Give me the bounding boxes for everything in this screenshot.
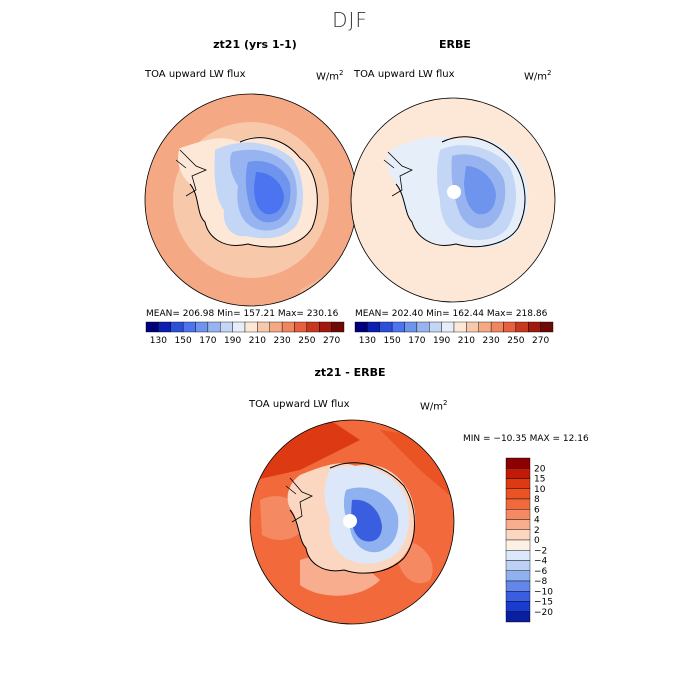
diff-colorbar-tick-label: 10 xyxy=(534,485,546,495)
panel2-colorbar-swatch xyxy=(540,321,554,333)
panel1-title: zt21 (yrs 1-1) xyxy=(213,38,297,51)
panel1-colorbar-swatch xyxy=(158,321,171,333)
panel1-stats: MEAN= 206.98 Min= 157.21 Max= 230.16 xyxy=(146,309,339,319)
panel2-colorbar-swatch xyxy=(478,321,492,333)
panel1-colorbar-swatch xyxy=(257,321,270,333)
panel2-map xyxy=(351,98,555,302)
panel2-colorbar-swatch xyxy=(453,321,467,333)
diff-colorbar-tick-label: −2 xyxy=(534,546,547,556)
diff-colorbar-tick-label: −20 xyxy=(534,608,553,618)
diff-colorbar-tick-label: 2 xyxy=(534,526,540,536)
panel2-colorbar-swatch xyxy=(379,321,393,333)
panel1-colorbar-tick-label: 150 xyxy=(175,336,192,346)
panel1-colorbar: 130 150 170 190 210 230 250 270 xyxy=(145,321,345,346)
panel1-colorbar-tick-label: 170 xyxy=(199,336,216,346)
panel2-colorbar-swatch xyxy=(528,321,541,333)
diff-colorbar-swatch xyxy=(505,591,531,602)
diff-colorbar-tick-label: 0 xyxy=(534,536,540,546)
diff-map xyxy=(250,420,454,624)
panel1-colorbar-swatch xyxy=(331,321,345,333)
diff-colorbar-tick-label: 15 xyxy=(534,475,545,485)
panel2-colorbar-swatch xyxy=(490,321,504,333)
panel2-colorbar-tick-label: 270 xyxy=(532,336,549,346)
panel1-colorbar-tick-label: 130 xyxy=(150,336,167,346)
diff-colorbar-swatch xyxy=(505,601,531,612)
diff-colorbar-swatch xyxy=(505,539,531,551)
panel2-colorbar-swatch xyxy=(515,321,529,333)
panel1-map xyxy=(145,94,357,306)
panel2-colorbar-swatch xyxy=(404,321,418,333)
panel2-colorbar: 130 150 170 190 210 230 250 270 xyxy=(354,321,554,346)
panel1-varname: TOA upward LW flux xyxy=(145,69,246,80)
diff-colorbar-swatch xyxy=(505,488,531,500)
diff-colorbar-swatch xyxy=(505,498,531,510)
panel2-colorbar-swatch xyxy=(416,321,430,333)
panel2-colorbar-swatch xyxy=(429,321,442,333)
diff-colorbar-swatch xyxy=(505,468,531,479)
diff-colorbar-swatch xyxy=(505,611,531,623)
panel2-stats: MEAN= 202.40 Min= 162.44 Max= 218.86 xyxy=(355,309,548,319)
diff-colorbar-tick-label: −4 xyxy=(534,557,548,567)
diff-colorbar-swatch xyxy=(505,570,531,582)
diff-colorbar-tick-label: −15 xyxy=(534,598,553,608)
panel1-colorbar-swatch xyxy=(281,321,295,333)
diff-colorbar-swatch xyxy=(505,509,531,520)
diff-stats: MIN = −10.35 MAX = 12.16 xyxy=(463,434,589,444)
diff-colorbar-swatch xyxy=(505,550,531,561)
diff-colorbar-swatch xyxy=(505,478,531,489)
diff-colorbar-swatch xyxy=(505,580,531,592)
panel2-colorbar-swatch xyxy=(503,321,517,333)
panel1-colorbar-swatch xyxy=(319,321,332,333)
panel1-colorbar-swatch xyxy=(182,321,196,333)
diff-colorbar-swatch xyxy=(505,529,531,541)
panel1-colorbar-tick-label: 190 xyxy=(224,336,241,346)
diff-units: W/m2 xyxy=(420,399,448,413)
panel1-colorbar-tick-label: 270 xyxy=(323,336,340,346)
main-title: DJF xyxy=(332,8,368,32)
panel2-colorbar-tick-label: 210 xyxy=(458,336,475,346)
panel1-colorbar-swatch xyxy=(244,321,258,333)
panel1-colorbar-swatch xyxy=(207,321,221,333)
diff-colorbar-tick-label: −10 xyxy=(534,587,553,597)
panel1-colorbar-swatch xyxy=(269,321,283,333)
panel1-colorbar-tick-label: 210 xyxy=(249,336,266,346)
panel1-units: W/m2 xyxy=(316,69,344,83)
panel2-colorbar-swatch xyxy=(441,321,455,333)
panel2-colorbar-tick-label: 230 xyxy=(483,336,500,346)
panel1-colorbar-swatch xyxy=(232,321,246,333)
diff-colorbar-tick-label: −6 xyxy=(534,567,548,577)
panel1-colorbar-swatch xyxy=(306,321,320,333)
panel2-varname: TOA upward LW flux xyxy=(354,69,455,80)
panel1-colorbar-tick-label: 230 xyxy=(274,336,291,346)
diff-colorbar-tick-label: 20 xyxy=(534,464,546,474)
diff-colorbar-swatch xyxy=(505,457,531,469)
panel2-title: ERBE xyxy=(439,38,471,51)
diff-colorbar-swatch xyxy=(505,560,531,571)
panel2-colorbar-swatch xyxy=(354,321,368,333)
panel1-colorbar-swatch xyxy=(145,321,159,333)
panel2-colorbar-swatch xyxy=(367,321,380,333)
diff-colorbar-tick-label: 6 xyxy=(534,505,540,515)
panel1-colorbar-swatch xyxy=(195,321,209,333)
panel1-colorbar-swatch xyxy=(294,321,308,333)
panel2-colorbar-swatch xyxy=(466,321,479,333)
panel1-colorbar-tick-label: 250 xyxy=(298,336,315,346)
panel2-colorbar-swatch xyxy=(391,321,405,333)
panel1-colorbar-swatch xyxy=(170,321,184,333)
diff-title: zt21 - ERBE xyxy=(314,366,386,379)
panel2-colorbar-tick-label: 130 xyxy=(359,336,376,346)
diff-colorbar-tick-label: 8 xyxy=(534,495,540,505)
panel2-units: W/m2 xyxy=(524,69,552,83)
diff-colorbar-tick-label: 4 xyxy=(534,516,540,526)
diff-colorbar-tick-label: −8 xyxy=(534,577,548,587)
panel1-colorbar-swatch xyxy=(220,321,233,333)
panel2-colorbar-tick-label: 170 xyxy=(408,336,425,346)
panel2-colorbar-tick-label: 190 xyxy=(433,336,450,346)
panel2-colorbar-tick-label: 150 xyxy=(384,336,401,346)
diff-colorbar-swatch xyxy=(505,519,531,530)
panel2-colorbar-tick-label: 250 xyxy=(507,336,524,346)
diff-varname: TOA upward LW flux xyxy=(249,399,350,410)
